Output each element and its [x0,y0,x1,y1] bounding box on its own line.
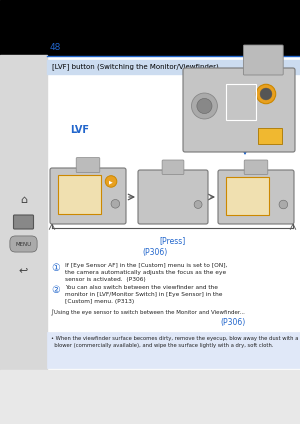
FancyBboxPatch shape [183,68,295,152]
Circle shape [256,84,276,104]
Circle shape [111,199,120,208]
Bar [0,370,300,424]
Bar [226,84,256,120]
Text: ⌂: ⌂ [20,195,27,205]
Text: ②: ② [51,285,60,295]
FancyBboxPatch shape [162,160,184,175]
FancyBboxPatch shape [243,45,283,75]
Text: ①: ① [51,263,60,273]
Text: ↩: ↩ [19,265,28,275]
Circle shape [260,88,272,100]
Text: ∫Using the eye sensor to switch between the Monitor and Viewfinder...: ∫Using the eye sensor to switch between … [51,310,245,316]
Circle shape [197,98,212,114]
FancyBboxPatch shape [14,215,34,229]
Circle shape [191,93,218,119]
Text: MENU: MENU [15,242,32,246]
Bar [226,177,269,215]
Circle shape [194,201,202,209]
Text: If [Eye Sensor AF] in the [Custom] menu is set to [ON],
the camera automatically: If [Eye Sensor AF] in the [Custom] menu … [65,263,227,282]
Text: • When the viewfinder surface becomes dirty, remove the eyecup, blow away the du: • When the viewfinder surface becomes di… [51,336,298,348]
Text: [Press]: [Press] [159,236,185,245]
Circle shape [279,200,288,209]
Bar [47,332,300,368]
FancyBboxPatch shape [76,158,100,173]
FancyBboxPatch shape [218,170,294,224]
Bar [258,128,282,144]
Text: You can also switch between the viewfinder and the
monitor in [LVF/Monitor Switc: You can also switch between the viewfind… [65,285,223,304]
FancyBboxPatch shape [244,160,268,175]
Bar [0,0,300,55]
Text: LVF: LVF [70,125,89,135]
FancyBboxPatch shape [50,168,126,224]
Bar [47,60,300,74]
Bar [0,55,47,424]
Circle shape [105,176,117,187]
Text: (P306): (P306) [220,318,245,327]
Bar [58,175,101,214]
Text: ▶: ▶ [109,179,113,184]
Text: 48: 48 [50,43,61,52]
Text: [LVF] button (Switching the Monitor/Viewfinder): [LVF] button (Switching the Monitor/View… [52,64,219,70]
FancyBboxPatch shape [138,170,208,224]
Text: (P306): (P306) [142,248,168,257]
